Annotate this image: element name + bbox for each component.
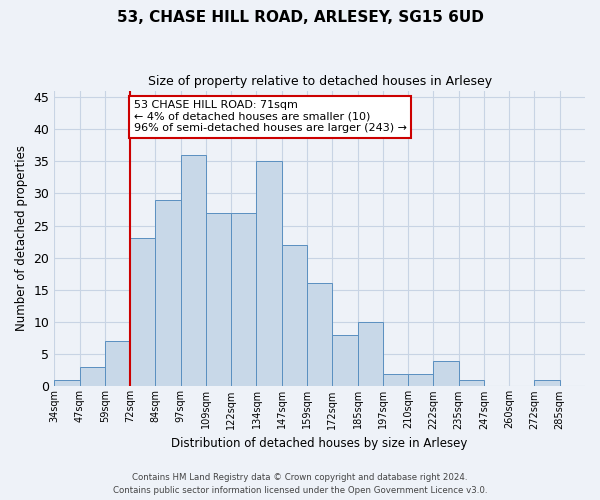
Title: Size of property relative to detached houses in Arlesey: Size of property relative to detached ho… bbox=[148, 75, 492, 88]
Bar bbox=[383, 374, 408, 386]
Bar bbox=[332, 335, 358, 386]
Bar bbox=[54, 380, 80, 386]
Bar bbox=[408, 374, 433, 386]
Bar bbox=[155, 200, 181, 386]
Text: 53, CHASE HILL ROAD, ARLESEY, SG15 6UD: 53, CHASE HILL ROAD, ARLESEY, SG15 6UD bbox=[116, 10, 484, 25]
Bar bbox=[458, 380, 484, 386]
Bar bbox=[307, 284, 332, 387]
Bar bbox=[130, 238, 155, 386]
Bar bbox=[80, 367, 105, 386]
X-axis label: Distribution of detached houses by size in Arlesey: Distribution of detached houses by size … bbox=[172, 437, 468, 450]
Bar bbox=[105, 342, 130, 386]
Bar bbox=[181, 155, 206, 386]
Bar bbox=[535, 380, 560, 386]
Text: Contains HM Land Registry data © Crown copyright and database right 2024.
Contai: Contains HM Land Registry data © Crown c… bbox=[113, 474, 487, 495]
Text: 53 CHASE HILL ROAD: 71sqm
← 4% of detached houses are smaller (10)
96% of semi-d: 53 CHASE HILL ROAD: 71sqm ← 4% of detach… bbox=[134, 100, 407, 134]
Bar bbox=[433, 360, 458, 386]
Y-axis label: Number of detached properties: Number of detached properties bbox=[15, 146, 28, 332]
Bar bbox=[256, 162, 282, 386]
Bar bbox=[206, 212, 231, 386]
Bar bbox=[358, 322, 383, 386]
Bar bbox=[231, 212, 256, 386]
Bar bbox=[282, 245, 307, 386]
